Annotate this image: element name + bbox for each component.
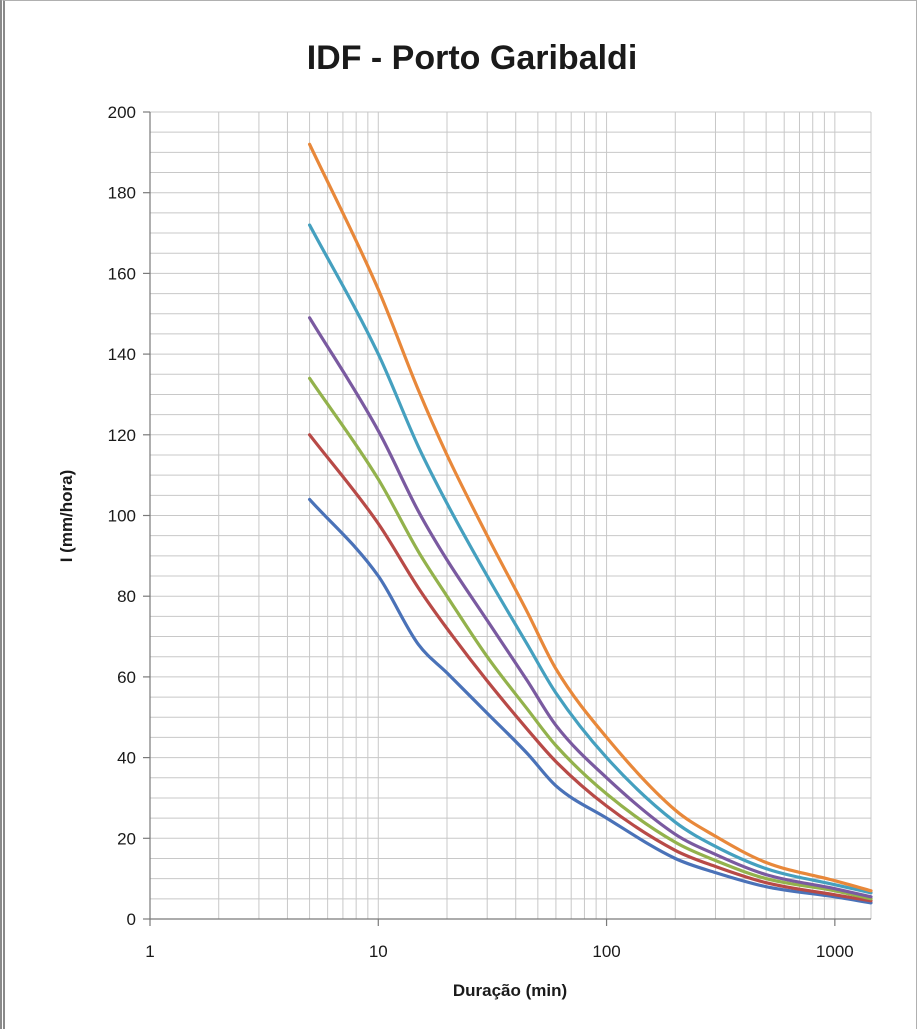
series-line-6 [308,142,873,893]
chart-title: IDF - Porto Garibaldi [307,39,638,77]
y-tick-label: 100 [108,507,136,526]
y-tick-label: 140 [108,345,136,364]
series-group [308,142,873,905]
x-tick-label: 1000 [816,942,854,961]
y-tick-label: 0 [127,910,136,929]
y-tick-label: 120 [108,426,136,445]
y-tick-label: 80 [117,587,136,606]
y-axis-label: I (mm/hora) [57,470,76,563]
x-tick-label: 1 [145,942,154,961]
series-line-2 [308,433,873,903]
y-tick-label: 180 [108,184,136,203]
grid [149,111,872,920]
y-tick-label: 200 [108,103,136,122]
x-axis-label: Duração (min) [453,981,567,1000]
x-tick-label: 10 [369,942,388,961]
axes [143,111,871,926]
y-tick-label: 160 [108,264,136,283]
y-tick-label: 40 [117,749,136,768]
series-line-4 [308,316,873,899]
series-line-3 [308,376,873,901]
series-line-5 [308,223,873,895]
y-tick-label: 60 [117,668,136,687]
tick-labels: 0 20 40 60 80 100 120 140 160 180 200 1 10 100 1000 [108,103,854,961]
x-tick-label: 100 [592,942,620,961]
y-tick-label: 20 [117,829,136,848]
series-line-1 [308,497,873,905]
idf-chart: 0 20 40 60 80 100 120 140 160 180 200 1 10 100 1000 ID… [57,39,873,1000]
